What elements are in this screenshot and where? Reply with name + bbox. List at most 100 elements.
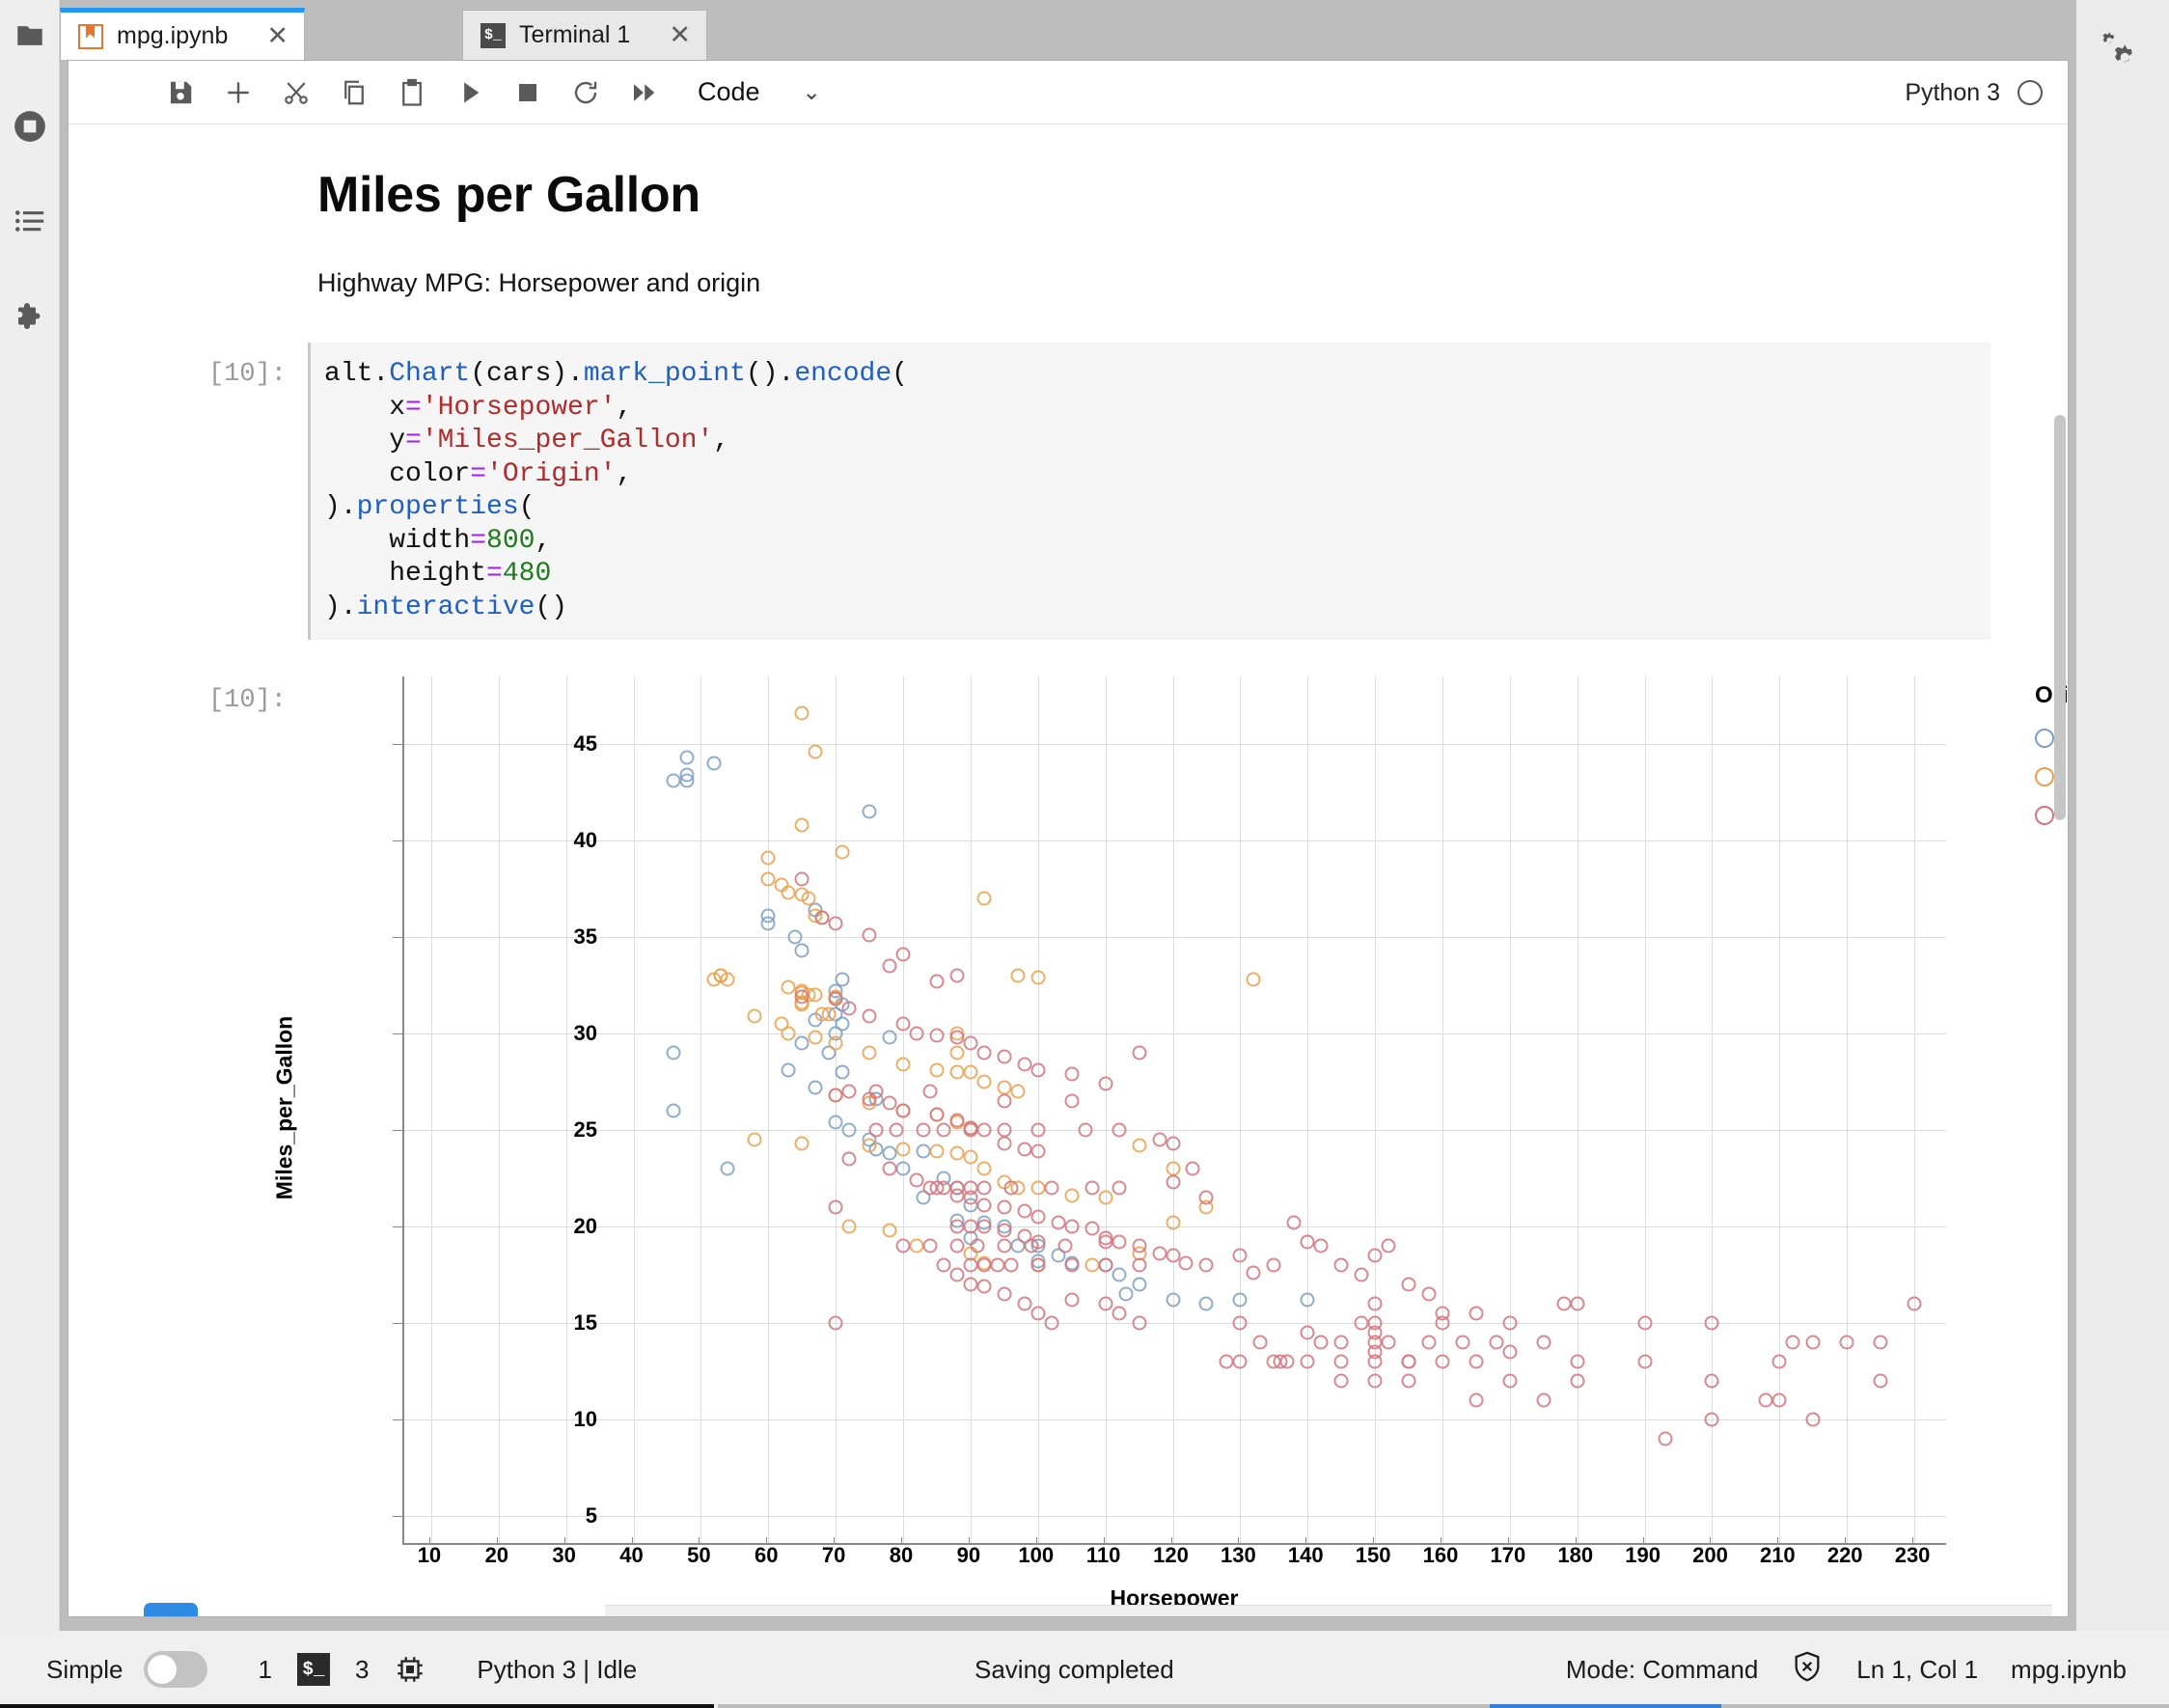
scatter-point[interactable] bbox=[882, 1145, 897, 1161]
scatter-point[interactable] bbox=[1873, 1335, 1888, 1350]
scatter-point[interactable] bbox=[1266, 1257, 1281, 1273]
scatter-point[interactable] bbox=[1098, 1296, 1113, 1311]
scatter-point[interactable] bbox=[720, 972, 735, 987]
scatter-point[interactable] bbox=[1354, 1315, 1369, 1331]
scatter-point[interactable] bbox=[828, 1315, 843, 1331]
scatter-point[interactable] bbox=[949, 1145, 965, 1161]
table-of-contents-icon[interactable] bbox=[0, 191, 60, 251]
scatter-point[interactable] bbox=[963, 1219, 978, 1234]
scatter-point[interactable] bbox=[1030, 970, 1046, 985]
scatter-point[interactable] bbox=[1401, 1373, 1416, 1389]
scatter-point[interactable] bbox=[1098, 1076, 1113, 1091]
scatter-point[interactable] bbox=[1219, 1354, 1234, 1369]
scatter-point[interactable] bbox=[1536, 1392, 1551, 1408]
scatter-point[interactable] bbox=[1064, 1219, 1080, 1234]
scatter-point[interactable] bbox=[949, 1238, 965, 1253]
code-editor[interactable]: alt.Chart(cars).mark_point().encode( x='… bbox=[308, 343, 1991, 640]
scatter-point[interactable] bbox=[1367, 1344, 1383, 1360]
scatter-point[interactable] bbox=[997, 1238, 1012, 1253]
scatter-point[interactable] bbox=[1152, 1246, 1167, 1261]
scatter-point[interactable] bbox=[794, 1035, 810, 1051]
scatter-point[interactable] bbox=[862, 1045, 877, 1061]
scatter-point[interactable] bbox=[706, 756, 722, 771]
scatter-point[interactable] bbox=[1704, 1412, 1719, 1427]
running-kernels-icon[interactable] bbox=[0, 96, 60, 156]
scatter-point[interactable] bbox=[1300, 1325, 1315, 1340]
scatter-point[interactable] bbox=[1198, 1257, 1214, 1273]
scatter-point[interactable] bbox=[997, 1223, 1012, 1238]
scatter-point[interactable] bbox=[976, 1279, 992, 1294]
scatter-point[interactable] bbox=[1098, 1257, 1113, 1273]
scatter-point[interactable] bbox=[1381, 1335, 1396, 1350]
scatter-point[interactable] bbox=[1232, 1248, 1248, 1263]
scatter-point[interactable] bbox=[868, 1122, 884, 1138]
scatter-point[interactable] bbox=[976, 1198, 992, 1213]
scatter-point[interactable] bbox=[828, 1199, 843, 1215]
scatter-point[interactable] bbox=[862, 927, 877, 943]
scatter-point[interactable] bbox=[835, 1064, 850, 1080]
scatter-point[interactable] bbox=[1502, 1373, 1518, 1389]
scatter-point[interactable] bbox=[882, 1161, 897, 1176]
plot-area[interactable] bbox=[402, 676, 1946, 1545]
scatter-point[interactable] bbox=[814, 910, 830, 925]
scatter-point[interactable] bbox=[895, 1161, 911, 1176]
scatter-point[interactable] bbox=[963, 1064, 978, 1080]
scatter-point[interactable] bbox=[936, 1257, 951, 1273]
scatter-point[interactable] bbox=[922, 1238, 938, 1253]
scatter-point[interactable] bbox=[1658, 1431, 1673, 1446]
scatter-point[interactable] bbox=[1017, 1203, 1032, 1219]
scatter-point[interactable] bbox=[1112, 1267, 1127, 1282]
scatter-point[interactable] bbox=[963, 1149, 978, 1165]
scatter-point[interactable] bbox=[1536, 1335, 1551, 1350]
scatter-point[interactable] bbox=[1313, 1238, 1329, 1253]
kernel-sessions-count[interactable]: 1 bbox=[258, 1655, 271, 1685]
scatter-point[interactable] bbox=[882, 958, 897, 974]
scatter-point[interactable] bbox=[868, 1084, 884, 1099]
scatter-point[interactable] bbox=[895, 1238, 911, 1253]
scatter-point[interactable] bbox=[1771, 1392, 1787, 1408]
scatter-point[interactable] bbox=[1044, 1180, 1059, 1196]
scatter-point[interactable] bbox=[976, 1122, 992, 1138]
scatter-point[interactable] bbox=[929, 1028, 945, 1043]
scatter-point[interactable] bbox=[1017, 1142, 1032, 1157]
scatter-point[interactable] bbox=[1246, 972, 1261, 987]
legend-item-usa[interactable]: USA bbox=[2035, 802, 2068, 829]
code-cell[interactable]: [10]: alt.Chart(cars).mark_point().encod… bbox=[69, 343, 2068, 640]
tab-mpg-ipynb[interactable]: mpg.ipynb ✕ bbox=[60, 8, 305, 60]
scatter-point[interactable] bbox=[929, 974, 945, 989]
scatter-point[interactable] bbox=[706, 972, 722, 987]
scatter-point[interactable] bbox=[1051, 1215, 1066, 1230]
terminal-badge-icon[interactable]: $_ bbox=[296, 1653, 330, 1686]
scatter-point[interactable] bbox=[882, 1223, 897, 1238]
scatter-point[interactable] bbox=[997, 1122, 1012, 1138]
close-icon[interactable]: ✕ bbox=[669, 20, 691, 49]
scatter-point[interactable] bbox=[1003, 1180, 1019, 1196]
scatter-point[interactable] bbox=[1286, 1215, 1302, 1230]
scatter-point[interactable] bbox=[1704, 1315, 1719, 1331]
scatter-point[interactable] bbox=[895, 947, 911, 962]
scatter-point[interactable] bbox=[794, 871, 810, 887]
scatter-point[interactable] bbox=[1435, 1354, 1450, 1369]
scatter-point[interactable] bbox=[1017, 1296, 1032, 1311]
scatter-point[interactable] bbox=[1112, 1180, 1127, 1196]
scatter-point[interactable] bbox=[976, 1257, 992, 1273]
scatter-point[interactable] bbox=[787, 929, 803, 945]
scatter-point[interactable] bbox=[862, 1138, 877, 1153]
scatter-point[interactable] bbox=[949, 1064, 965, 1080]
scatter-point[interactable] bbox=[963, 1180, 978, 1196]
scatter-point[interactable] bbox=[1873, 1373, 1888, 1389]
scatter-point[interactable] bbox=[1805, 1412, 1821, 1427]
scatter-point[interactable] bbox=[1118, 1286, 1134, 1302]
scatter-point[interactable] bbox=[1246, 1265, 1261, 1281]
scatter-point[interactable] bbox=[1010, 968, 1026, 983]
file-browser-icon[interactable] bbox=[0, 6, 60, 66]
output-horizontal-scrollbar[interactable] bbox=[605, 1605, 2052, 1616]
scatter-point[interactable] bbox=[1907, 1296, 1922, 1311]
scatter-point[interactable] bbox=[882, 1095, 897, 1111]
scatter-point[interactable] bbox=[781, 885, 796, 900]
scatter-point[interactable] bbox=[1178, 1255, 1194, 1271]
toggle-switch[interactable] bbox=[144, 1651, 208, 1688]
scatter-point[interactable] bbox=[895, 1142, 911, 1157]
cell-type-dropdown[interactable]: Code ⌄ bbox=[698, 77, 821, 107]
scatter-point[interactable] bbox=[1132, 1315, 1147, 1331]
